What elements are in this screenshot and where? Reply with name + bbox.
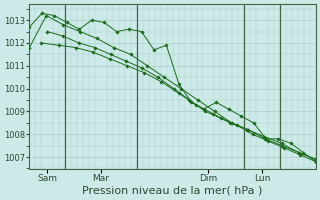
X-axis label: Pression niveau de la mer( hPa ): Pression niveau de la mer( hPa ) [83, 186, 263, 196]
